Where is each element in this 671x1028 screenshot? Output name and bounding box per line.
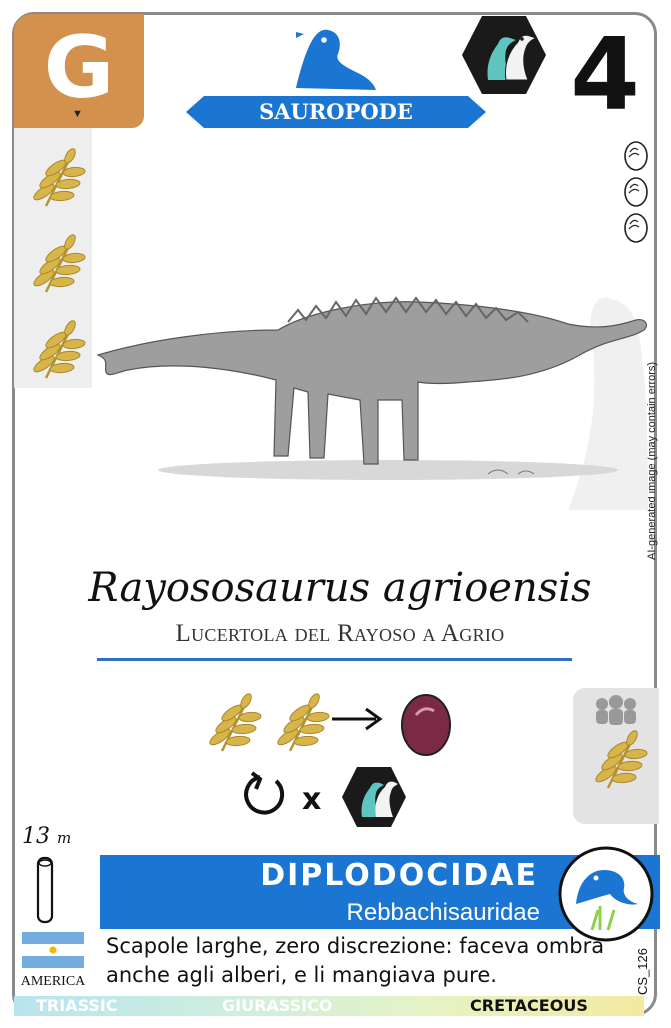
diet-letter: G (43, 18, 115, 118)
herd-icon (596, 695, 636, 725)
dinosaur-card[interactable] (12, 12, 657, 1016)
egg-icon (624, 177, 648, 207)
clade-label: SAUROPODE (259, 99, 413, 124)
dinosaur-illustration (96, 296, 648, 510)
period-triassic: TRIASSIC (36, 996, 118, 1015)
flavor-text: Scapole larghe, zero discrezione: faceva… (106, 934, 605, 987)
multiplier-text: x (302, 782, 321, 817)
bone-icon (36, 856, 54, 924)
rotate-icon (244, 771, 285, 815)
common-name: Lucertola del Rayoso a Agrio (175, 620, 505, 647)
ability-panel: x (206, 690, 451, 827)
leaf-icon (274, 690, 331, 753)
sauropod-head-icon (296, 29, 376, 90)
period-jurassic: GIURASSICO (222, 996, 333, 1015)
period-bar (14, 996, 644, 1016)
leaf-icon (592, 727, 648, 790)
region-label: AMERICA (20, 974, 86, 989)
diet-badge: G (14, 14, 144, 128)
card-id: CS_126 (635, 948, 650, 995)
leaf-icon (30, 231, 87, 294)
clade-banner (186, 96, 486, 128)
leaf-icon (30, 317, 87, 380)
duckbill-pair-icon (462, 16, 546, 94)
family-name: DIPLODOCIDAE (260, 858, 538, 893)
leaf-icon (206, 690, 263, 753)
diet-arrow-icon: ▼ (72, 108, 83, 120)
egg-icon (401, 694, 451, 756)
length-readout: 13 m (22, 824, 72, 849)
species-name: Rayososaurus agrioensis (88, 565, 592, 611)
argentina-flag-icon (22, 932, 84, 968)
diet-leaves (30, 145, 87, 380)
egg-icon (624, 141, 648, 171)
egg-icon (624, 213, 648, 243)
arrow-right-icon (332, 707, 383, 731)
cost-number: 4 (570, 16, 640, 133)
leaf-icon (30, 145, 87, 208)
egg-slots (624, 141, 648, 243)
subfamily-name: Rebbachisauridae (346, 899, 540, 926)
herd-panel (592, 695, 648, 790)
clade-circle-icon (558, 846, 654, 942)
name-divider (97, 658, 572, 661)
duckbill-pair-icon (342, 767, 406, 827)
period-cretaceous: CRETACEOUS (470, 996, 588, 1015)
